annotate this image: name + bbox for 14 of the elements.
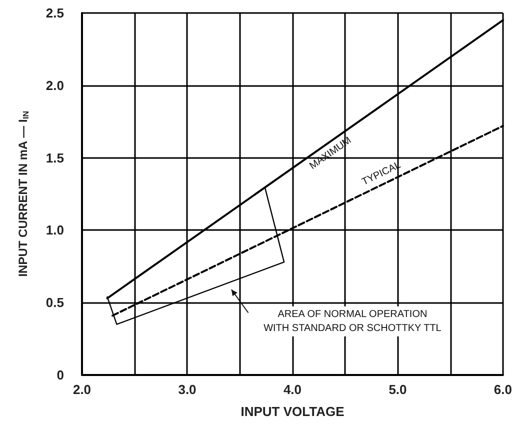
x-tick-label: 4.0 <box>283 382 302 397</box>
y-tick-label: 0 <box>56 368 64 382</box>
x-tick-label: 5.0 <box>388 382 407 397</box>
y-tick-label: 0.5 <box>46 295 64 310</box>
x-tick-label: 3.0 <box>178 382 196 397</box>
y-tick-label: 2.0 <box>46 78 64 93</box>
x-tick-label: 6.0 <box>494 382 512 397</box>
annotation: AREA OF NORMAL OPERATION WITH STANDARD OR SCHOTTKY TTL <box>264 308 442 334</box>
x-tick-label: 2.0 <box>72 382 92 397</box>
y-tick-label: 2.5 <box>46 6 64 20</box>
y-tick-label: 1.0 <box>46 222 64 238</box>
y-axis-title: INPUT CURRENT IN mA — IIN <box>16 110 30 277</box>
y-tick-label: 1.5 <box>46 150 64 166</box>
x-axis-title: INPUT VOLTAGE <box>240 404 345 419</box>
